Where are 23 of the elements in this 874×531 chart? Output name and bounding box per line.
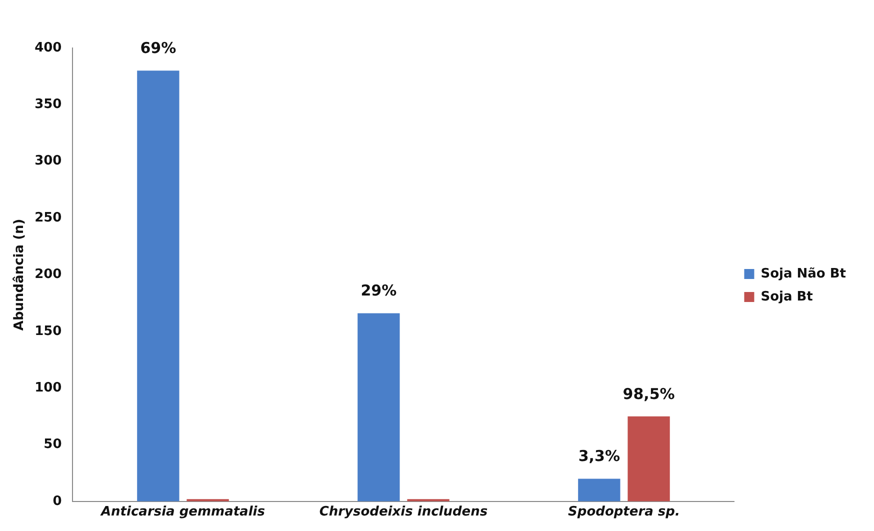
y-axis-title: Abundância (n) <box>12 218 28 331</box>
y-tick-label: 100 <box>34 380 62 396</box>
x-tick-label: Spodoptera sp. <box>568 504 680 520</box>
y-tick-label: 250 <box>34 210 62 226</box>
y-tick-label: 50 <box>44 437 62 452</box>
x-tick-label: Anticarsia gemmatalis <box>100 504 266 520</box>
annotation: 98,5% <box>622 384 675 403</box>
legend-label: Soja Bt <box>760 289 813 304</box>
y-tick-label: 400 <box>34 40 62 56</box>
bar <box>358 313 400 502</box>
legend-label: Soja Não Bt <box>760 266 846 282</box>
bar <box>578 478 620 502</box>
y-tick-label: 300 <box>34 154 62 169</box>
y-tick-label: 0 <box>52 494 62 509</box>
y-tick-label: 150 <box>34 324 62 339</box>
bar <box>628 416 670 502</box>
bar <box>137 70 180 502</box>
annotation: 29% <box>360 282 397 300</box>
x-tick-label: Chrysodeixis includens <box>319 504 488 520</box>
annotation: 69% <box>140 39 176 58</box>
y-tick-label: 200 <box>34 267 62 282</box>
annotation: 3,3% <box>578 447 620 466</box>
y-tick-label: 350 <box>34 97 62 112</box>
